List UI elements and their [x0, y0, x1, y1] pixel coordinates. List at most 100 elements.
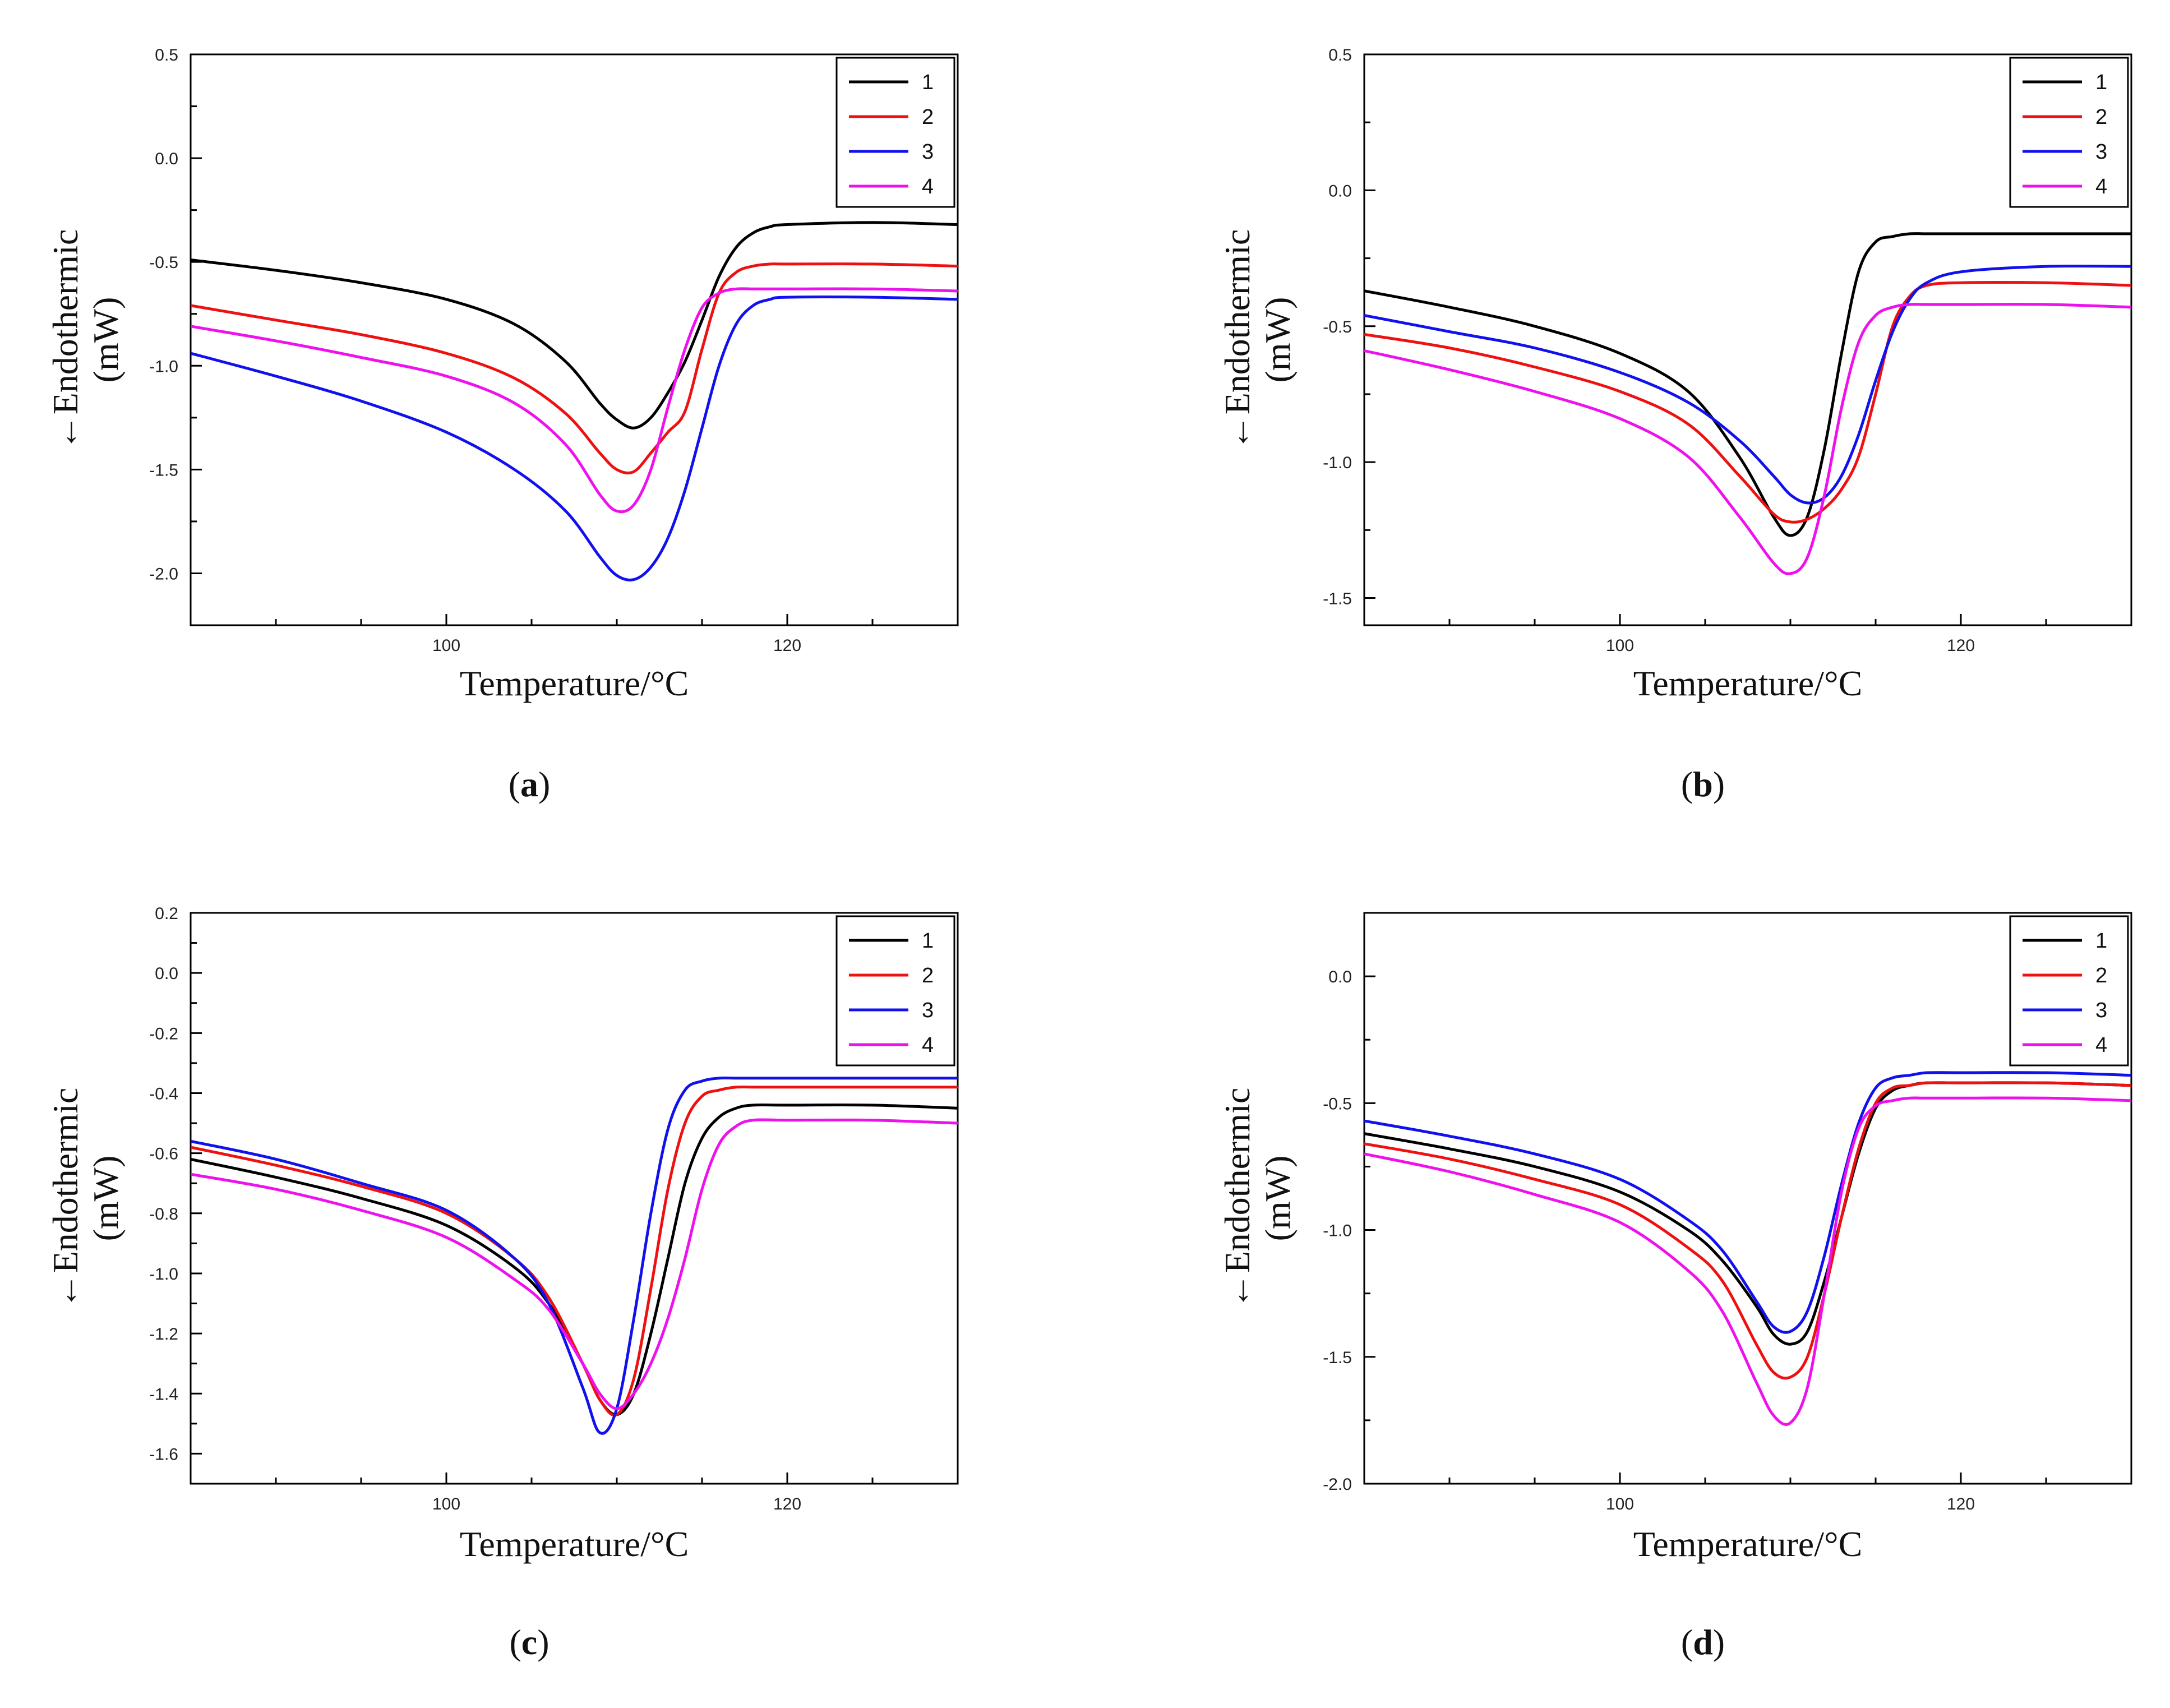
- legend: 1 2 3 4: [835, 915, 955, 1067]
- x-axis-title: Temperature/°C: [1633, 663, 1863, 703]
- series-line-2: [191, 1085, 958, 1417]
- y-tick-label: -0.8: [149, 1205, 178, 1224]
- panel-label-open: (: [509, 1622, 521, 1662]
- y-tick-label: -0.4: [149, 1084, 178, 1103]
- y-tick-label: -1.0: [1323, 454, 1352, 472]
- x-tick-label: 120: [773, 636, 801, 655]
- series-line-2: [1364, 1081, 2131, 1380]
- x-tick-label: 120: [1947, 1495, 1975, 1513]
- panel-label-letter: d: [1693, 1622, 1713, 1662]
- panel-label-close: ): [1713, 764, 1725, 804]
- y-tick-label: -1.0: [1323, 1222, 1352, 1240]
- y-tick-label: -0.6: [149, 1145, 178, 1164]
- y-tick-label: -1.5: [1323, 1349, 1352, 1367]
- x-tick-label: 100: [1606, 636, 1634, 655]
- chart-panel-b: 100 120 -1.5 -1.0 -0.5 0.0 0.5 1 2 3 4 Temperature/…: [1217, 46, 2132, 804]
- legend-box: [835, 57, 955, 208]
- legend-label: 3: [922, 999, 934, 1022]
- series-line-2: [191, 262, 958, 475]
- series-line-1: [1364, 232, 2131, 537]
- x-tick-label: 100: [432, 1495, 460, 1513]
- y-axis-title-line2: (mW): [86, 1156, 126, 1241]
- x-axis-title: Temperature/°C: [460, 663, 689, 703]
- legend-label: 1: [2095, 71, 2107, 94]
- series-line-4: [1364, 1096, 2131, 1426]
- y-tick-label: 0.5: [155, 46, 178, 64]
- x-tick-label: 100: [1606, 1495, 1634, 1513]
- x-axis-title: Temperature/°C: [1633, 1524, 1863, 1564]
- y-axis-title-line2: (mW): [1258, 297, 1298, 383]
- y-tick-label: -1.0: [149, 357, 178, 376]
- series-line-1: [1364, 1081, 2131, 1346]
- y-axis-title-line1: ←Endothermic: [45, 229, 85, 451]
- panel-label: (a): [509, 764, 551, 804]
- y-tick-label: 0.0: [1328, 182, 1352, 200]
- y-tick-label: -1.0: [149, 1265, 178, 1284]
- panel-label-letter: b: [1693, 764, 1713, 804]
- series-line-1: [191, 1104, 958, 1416]
- legend-box: [2009, 915, 2129, 1067]
- y-tick-label: -2.0: [149, 565, 178, 583]
- panel-label: (b): [1681, 764, 1725, 804]
- panel-label: (d): [1681, 1622, 1725, 1662]
- series-line-2: [1364, 281, 2131, 524]
- chart-panel-d: 100 120 -2.0 -1.5 -1.0 -0.5 0.0 1 2 3 4 Temperature…: [1217, 912, 2132, 1662]
- series-line-3: [191, 296, 958, 581]
- legend-label: 1: [922, 71, 934, 94]
- x-tick-label: 120: [773, 1495, 801, 1513]
- legend-label: 2: [922, 105, 934, 129]
- y-tick-label: -2.0: [1323, 1475, 1352, 1494]
- legend-label: 4: [922, 175, 934, 199]
- y-axis-title-line1: ←Endothermic: [1217, 1088, 1257, 1309]
- panel-label-open: (: [1681, 764, 1693, 804]
- legend-label: 4: [2095, 175, 2107, 199]
- y-tick-label: -0.2: [149, 1024, 178, 1043]
- chart-panel-a: 100 120 -2.0 -1.5 -1.0 -0.5 0.0 0.5 1 2 3 4 Temperat…: [45, 46, 959, 804]
- y-tick-label: -1.5: [149, 461, 178, 479]
- panel-label-letter: c: [521, 1622, 537, 1662]
- legend-box: [835, 915, 955, 1067]
- y-tick-label: -1.4: [149, 1385, 178, 1404]
- x-tick-label: 120: [1947, 636, 1975, 655]
- x-axis-title: Temperature/°C: [460, 1524, 689, 1564]
- legend: 1 2 3 4: [835, 57, 955, 208]
- legend-label: 1: [2095, 929, 2107, 953]
- legend-box: [2009, 57, 2129, 208]
- legend-label: 3: [922, 140, 934, 164]
- y-tick-label: -0.5: [1323, 318, 1352, 336]
- legend: 1 2 3 4: [2009, 915, 2129, 1067]
- panel-label-close: ): [537, 1622, 549, 1662]
- y-tick-label: 0.0: [1328, 968, 1352, 986]
- legend: 1 2 3 4: [2009, 57, 2129, 208]
- legend-label: 2: [2095, 105, 2107, 129]
- series-line-4: [191, 1118, 958, 1410]
- series-line-3: [1364, 264, 2131, 505]
- chart-panel-c: 100 120 -1.6 -1.4 -1.2 -1.0 -0.8 -0.6 -0.4 -0.2 0.…: [45, 904, 959, 1662]
- series-line-4: [191, 287, 958, 514]
- panel-label-close: ): [1713, 1622, 1725, 1662]
- panel-label: (c): [509, 1622, 549, 1662]
- legend-label: 2: [2095, 964, 2107, 987]
- panel-label-open: (: [1681, 1622, 1693, 1662]
- y-tick-label: 0.0: [155, 964, 178, 983]
- y-axis-title-line1: ←Endothermic: [45, 1088, 85, 1309]
- y-tick-label: 0.5: [1328, 46, 1352, 64]
- x-tick-label: 100: [432, 636, 460, 655]
- y-tick-label: 0.2: [155, 904, 178, 923]
- legend-label: 3: [2095, 140, 2107, 164]
- y-tick-label: -1.2: [149, 1325, 178, 1344]
- plot-frame: [190, 912, 959, 1485]
- panel-label-letter: a: [520, 764, 538, 804]
- y-tick-label: 0.0: [155, 150, 178, 168]
- series-line-4: [1364, 303, 2131, 575]
- series-line-3: [191, 1076, 958, 1435]
- legend-label: 3: [2095, 999, 2107, 1022]
- legend-label: 2: [922, 964, 934, 987]
- y-tick-label: -1.5: [1323, 590, 1352, 608]
- series-line-1: [191, 221, 958, 430]
- y-axis-title-line1: ←Endothermic: [1217, 229, 1257, 451]
- panel-label-open: (: [509, 764, 520, 804]
- legend-label: 4: [2095, 1033, 2107, 1057]
- plot-frame: [1363, 912, 2132, 1485]
